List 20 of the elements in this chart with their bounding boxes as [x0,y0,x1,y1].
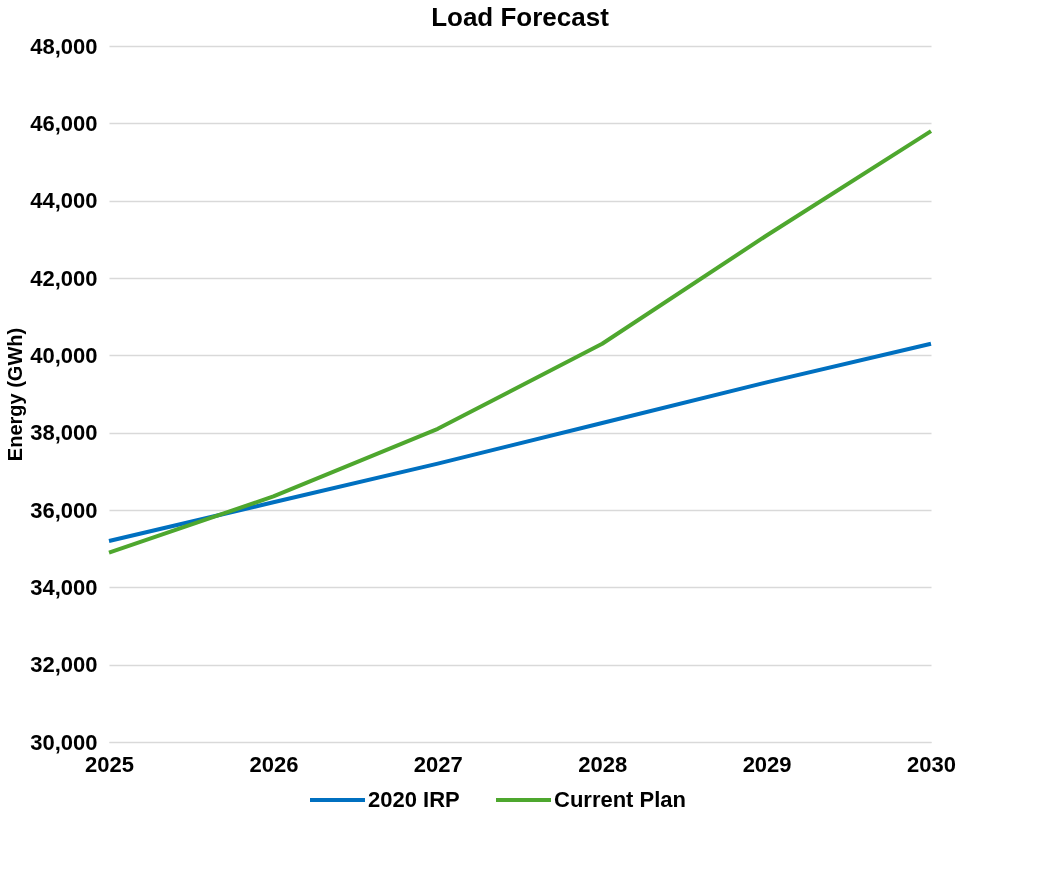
y-tick-label: 40,000 [30,342,98,368]
y-tick-label: 48,000 [30,33,98,59]
legend-label: Current Plan [554,787,687,812]
y-tick-label: 32,000 [30,652,98,678]
y-tick-label: 34,000 [30,574,98,600]
y-tick-label: 38,000 [30,420,98,446]
x-tick-label: 2026 [249,751,299,777]
x-tick-label: 2028 [578,751,628,777]
line-series [107,129,933,555]
y-tick-label: 36,000 [30,497,98,523]
x-tick-label: 2029 [742,751,792,777]
x-tick-label: 2030 [907,751,956,777]
x-tick-label: 2027 [413,751,463,777]
y-axis-title: Energy (GWh) [4,327,27,462]
y-tick-label: 46,000 [30,110,98,136]
y-tick-label: 44,000 [30,188,98,214]
y-tick-label: 42,000 [30,265,98,291]
legend-label: 2020 IRP [368,787,460,812]
line-series [107,341,933,543]
chart-title: Load Forecast [431,2,610,32]
